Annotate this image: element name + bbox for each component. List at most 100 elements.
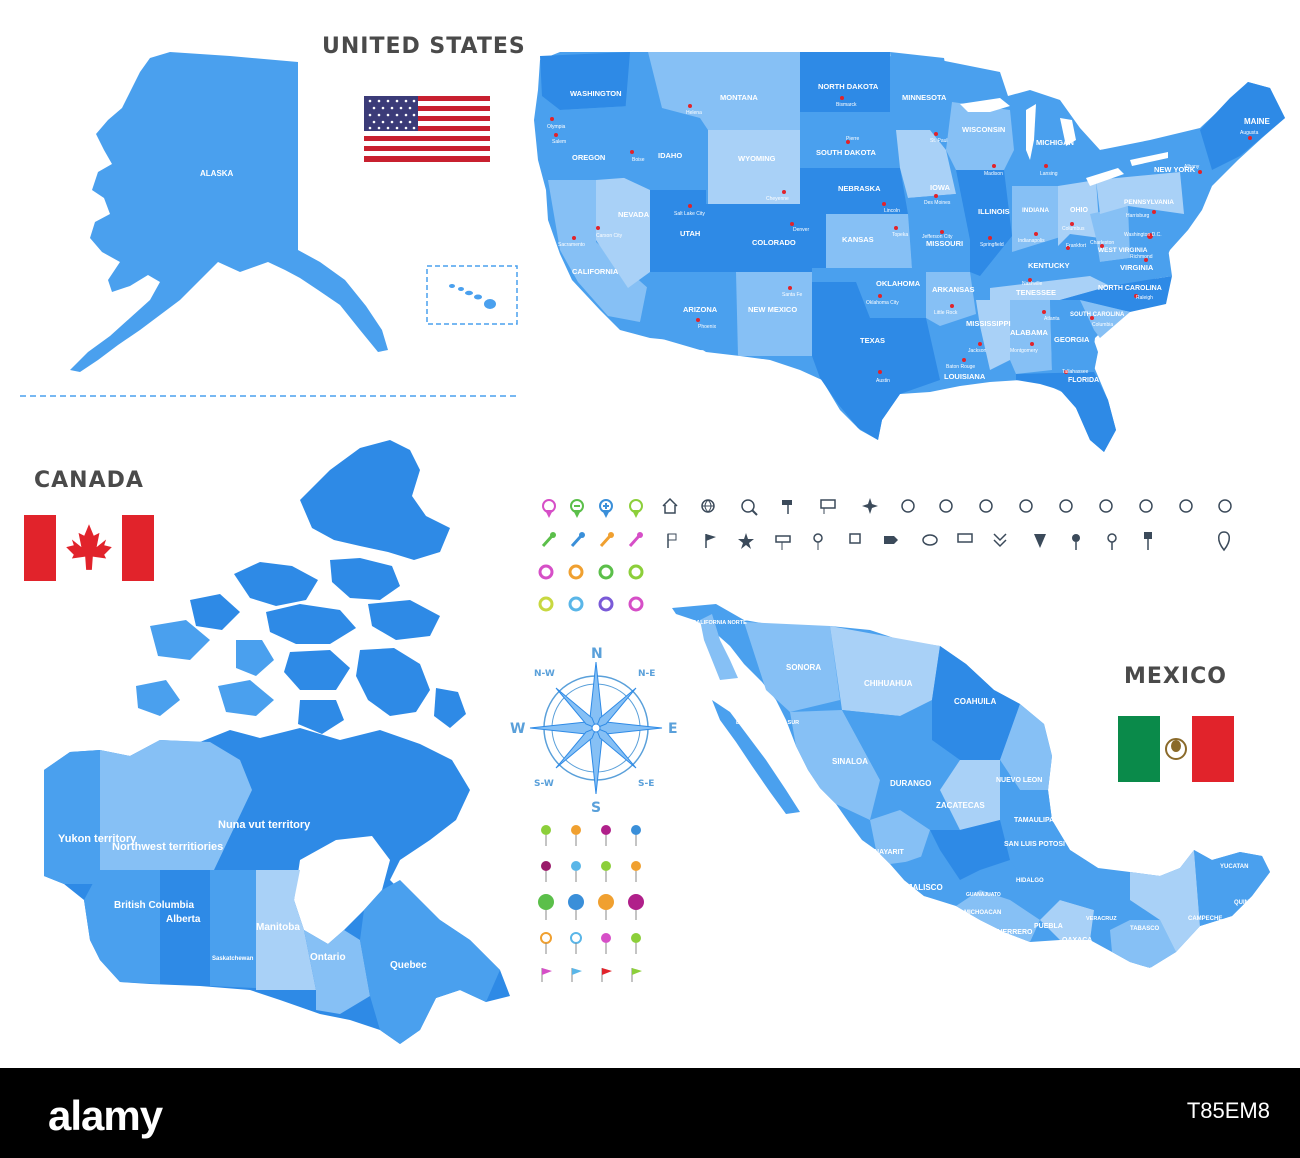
capital-label: Washington D.C. xyxy=(1124,232,1162,238)
compass-e: E xyxy=(668,721,678,737)
compass-nw: N-W xyxy=(534,669,555,679)
compass-s: S xyxy=(591,800,601,816)
capital-dot xyxy=(1152,210,1156,214)
map-marker-icon xyxy=(1218,531,1230,552)
capital-dot xyxy=(688,104,692,108)
ball-pin-icon xyxy=(541,861,551,871)
capital-label: Frankfort xyxy=(1066,243,1087,249)
capital-label: Salt Lake City xyxy=(674,211,705,217)
state-label: MAINE xyxy=(1244,117,1270,126)
state-label: LOUISIANA xyxy=(944,372,986,381)
mexico-title: MEXICO xyxy=(1124,664,1227,689)
ball-pin-icon xyxy=(568,894,584,910)
state-label: WISCONSIN xyxy=(962,125,1005,134)
watermark-brand: alamy xyxy=(48,1092,163,1139)
capital-label: St. Paul xyxy=(930,138,948,144)
ball-pin-icon xyxy=(598,894,614,910)
pennant-flags xyxy=(541,968,642,982)
capital-label: Topeka xyxy=(892,232,908,238)
state-label: OKLAHOMA xyxy=(876,279,921,288)
capital-dot xyxy=(788,286,792,290)
ring-pin-icon xyxy=(598,564,614,580)
pin-solid-icon xyxy=(1072,534,1080,550)
state-label: KANSAS xyxy=(842,235,874,244)
compass-dial-icon xyxy=(1139,499,1153,513)
chevrons-down-icon xyxy=(993,533,1007,548)
mexico-state-label: GUANAJUATO xyxy=(966,892,1001,898)
compass-dial-icon xyxy=(1179,499,1193,513)
capital-label: Lincoln xyxy=(884,208,900,214)
hawaii-inset xyxy=(426,265,518,325)
flag-icon xyxy=(667,533,677,548)
compass-rose: N S W E N-W N-E S-W S-E xyxy=(510,646,678,816)
capital-label: Lansing xyxy=(1040,171,1058,177)
capital-label: Madison xyxy=(984,171,1003,177)
mexico-state-label: CAMPECHE xyxy=(1188,916,1222,922)
capital-label: Baton Rouge xyxy=(946,364,975,370)
capital-label: Carson City xyxy=(596,233,623,239)
capital-dot xyxy=(630,150,634,154)
ball-pin-icon xyxy=(570,932,582,944)
capital-dot xyxy=(882,202,886,206)
sign-icon xyxy=(849,533,861,544)
capital-dot xyxy=(894,226,898,230)
canada-map: Yukon territory Northwest territiories N… xyxy=(44,440,510,1044)
capital-dot xyxy=(988,236,992,240)
ball-pin-icon xyxy=(628,894,644,910)
capital-label: Pierre xyxy=(846,136,860,142)
alaska-map: ALASKA xyxy=(70,52,388,372)
capital-dot xyxy=(1064,370,1068,374)
capital-dot xyxy=(1100,244,1104,248)
province-label: Manitoba xyxy=(256,922,300,933)
state-label: GEORGIA xyxy=(1054,335,1090,344)
ring-pin-icon xyxy=(628,596,644,612)
capital-dot xyxy=(1066,246,1070,250)
state-label: OREGON xyxy=(572,153,605,162)
watermark-image-id: T85EM8 xyxy=(1186,1098,1270,1123)
state-label: NEW MEXICO xyxy=(748,305,797,314)
state-label: SOUTH DAKOTA xyxy=(816,148,876,157)
capital-dot xyxy=(878,294,882,298)
capital-label: Olympia xyxy=(547,124,566,130)
compass-dial-icon xyxy=(979,499,993,513)
capital-dot xyxy=(1198,170,1202,174)
capital-label: Albany xyxy=(1184,164,1200,170)
province-label: Yukon territory xyxy=(58,833,137,845)
capital-dot xyxy=(1028,278,1032,282)
pennant-flag-icon xyxy=(601,968,612,982)
capital-dot xyxy=(962,358,966,362)
capital-dot xyxy=(550,117,554,121)
state-label: FLORIDA xyxy=(1068,377,1099,384)
capital-label: Indianapolis xyxy=(1018,238,1045,244)
capital-dot xyxy=(790,222,794,226)
pennant-flag-icon xyxy=(571,968,582,982)
ring-pin-icon xyxy=(538,596,554,612)
province-label: Quebec xyxy=(390,960,427,971)
mexico-state-label: TAMAULIPAS xyxy=(1014,817,1059,824)
state-label: NEVADA xyxy=(618,210,650,219)
state-label: MISSOURI xyxy=(926,239,963,248)
state-label: MISSISSIPPI xyxy=(966,319,1011,328)
ball-pin-icon xyxy=(601,825,611,835)
province-label: Ontario xyxy=(310,952,346,963)
state-label: UTAH xyxy=(680,229,700,238)
capital-label: Montgomery xyxy=(1010,348,1038,354)
capital-label: Columbia xyxy=(1092,322,1113,328)
capital-dot xyxy=(696,318,700,322)
mexico-state-label: ZACATECAS xyxy=(936,801,985,810)
capital-dot xyxy=(846,140,850,144)
mexico-state-label: PUEBLA xyxy=(1034,923,1063,930)
compass-ne: N-E xyxy=(638,669,655,679)
state-label: MONTANA xyxy=(720,93,758,102)
ring-pin-icon xyxy=(568,596,584,612)
capital-label: Denver xyxy=(793,227,809,233)
state-label: WEST VIRGINIA xyxy=(1098,247,1148,254)
usa-title: UNITED STATES xyxy=(322,34,526,59)
ball-pin-icon xyxy=(541,825,551,835)
direction-sign-icon xyxy=(775,535,791,550)
state-label: CALIFORNIA xyxy=(572,267,619,276)
ball-pin-icon xyxy=(631,825,641,835)
capital-label: Helena xyxy=(686,110,702,116)
capital-dot xyxy=(554,133,558,137)
state-label: WASHINGTON xyxy=(570,89,622,98)
